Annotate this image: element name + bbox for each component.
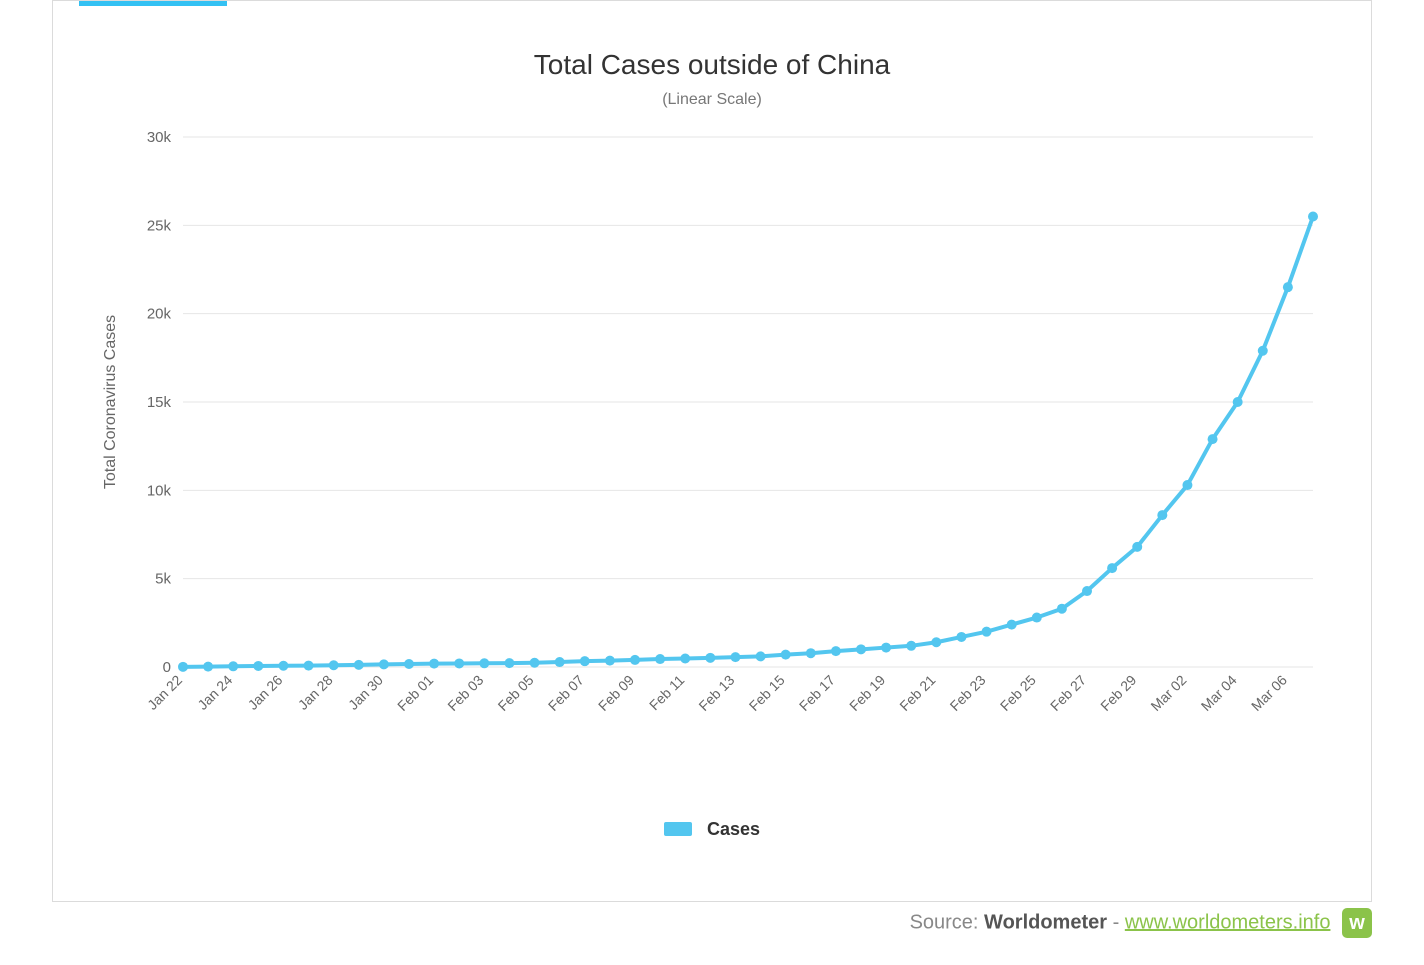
svg-text:Feb 07: Feb 07 — [545, 672, 587, 714]
svg-text:Jan 26: Jan 26 — [245, 672, 286, 713]
svg-text:Feb 21: Feb 21 — [896, 672, 938, 714]
active-tab-indicator — [79, 1, 227, 6]
svg-text:Feb 15: Feb 15 — [746, 672, 788, 714]
svg-text:5k: 5k — [155, 571, 171, 588]
svg-text:Total Coronavirus Cases: Total Coronavirus Cases — [102, 315, 119, 489]
legend-label: Cases — [707, 819, 760, 839]
svg-text:Feb 05: Feb 05 — [495, 672, 537, 714]
worldometer-badge-icon[interactable]: w — [1342, 908, 1372, 938]
source-link[interactable]: www.worldometers.info — [1125, 911, 1331, 933]
source-separator: - — [1107, 911, 1125, 933]
svg-text:Jan 22: Jan 22 — [144, 672, 185, 713]
chart-legend[interactable]: Cases — [53, 818, 1371, 840]
chart-panel: Total Cases outside of China (Linear Sca… — [52, 0, 1372, 902]
svg-text:20k: 20k — [147, 306, 172, 323]
source-attribution: Source: Worldometer - www.worldometers.i… — [52, 908, 1372, 938]
svg-text:Feb 01: Feb 01 — [394, 672, 436, 714]
svg-text:Feb 11: Feb 11 — [646, 672, 688, 714]
svg-text:Feb 17: Feb 17 — [796, 672, 838, 714]
svg-text:Feb 19: Feb 19 — [846, 672, 888, 714]
chart-area: 05k10k15k20k25k30kJan 22Jan 24Jan 26Jan … — [93, 127, 1331, 732]
svg-text:Feb 23: Feb 23 — [947, 672, 989, 714]
svg-text:30k: 30k — [147, 129, 172, 146]
svg-text:10k: 10k — [147, 482, 172, 499]
source-prefix: Source: — [910, 911, 984, 933]
svg-text:Jan 28: Jan 28 — [295, 672, 336, 713]
svg-text:15k: 15k — [147, 394, 172, 411]
svg-text:Feb 27: Feb 27 — [1047, 672, 1089, 714]
svg-text:Feb 03: Feb 03 — [444, 672, 486, 714]
svg-text:25k: 25k — [147, 217, 172, 234]
svg-text:Jan 30: Jan 30 — [345, 672, 386, 713]
svg-text:Mar 06: Mar 06 — [1248, 672, 1290, 714]
legend-swatch — [664, 822, 692, 836]
source-name: Worldometer — [984, 911, 1107, 933]
svg-text:Feb 29: Feb 29 — [1097, 672, 1139, 714]
svg-text:Mar 04: Mar 04 — [1198, 672, 1240, 714]
svg-text:Feb 25: Feb 25 — [997, 672, 1039, 714]
svg-text:Feb 13: Feb 13 — [695, 672, 737, 714]
chart-title: Total Cases outside of China — [53, 49, 1371, 81]
svg-text:Mar 02: Mar 02 — [1147, 672, 1189, 714]
svg-text:Feb 09: Feb 09 — [595, 672, 637, 714]
svg-text:0: 0 — [163, 659, 171, 676]
chart-svg: 05k10k15k20k25k30kJan 22Jan 24Jan 26Jan … — [93, 127, 1333, 727]
chart-subtitle: (Linear Scale) — [53, 91, 1371, 109]
svg-text:Jan 24: Jan 24 — [194, 672, 235, 713]
